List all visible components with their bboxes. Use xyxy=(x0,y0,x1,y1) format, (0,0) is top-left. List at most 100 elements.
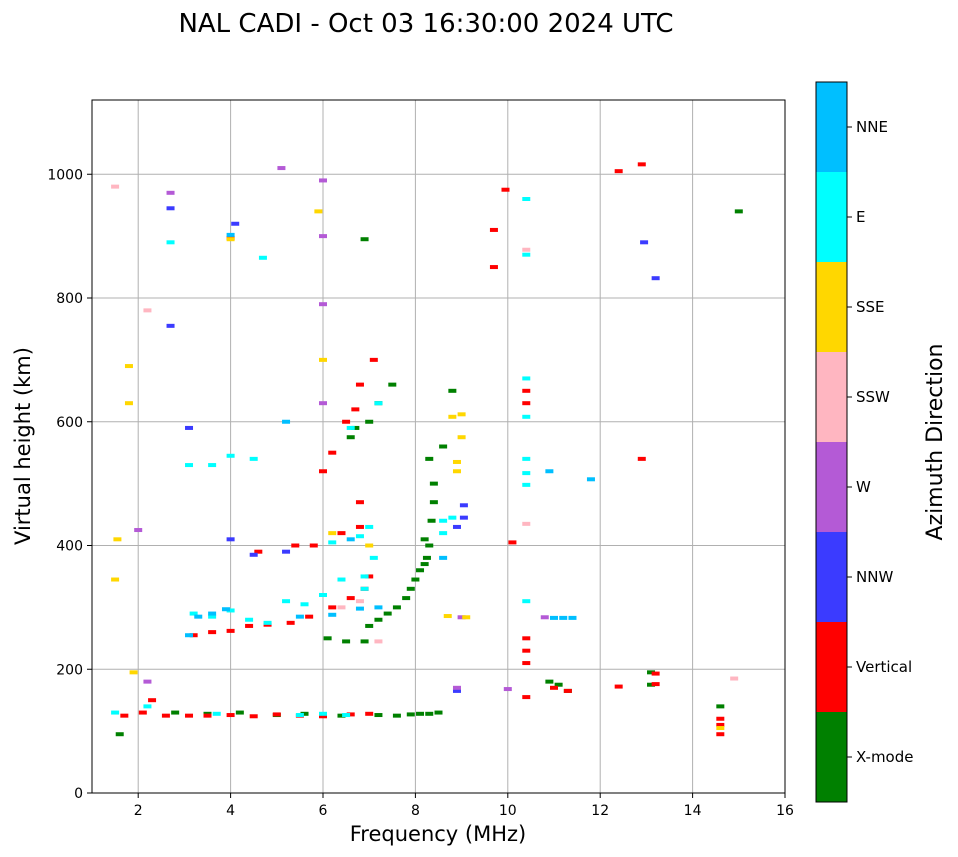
data-point-x-mode xyxy=(716,704,725,709)
data-point-nnw xyxy=(452,688,461,693)
data-point-vertical xyxy=(637,162,646,167)
data-point-vertical xyxy=(346,596,355,601)
data-point-vertical xyxy=(305,614,314,619)
data-point-vertical xyxy=(291,543,300,548)
data-point-x-mode xyxy=(337,713,346,718)
data-point-e xyxy=(522,414,531,419)
data-point-e xyxy=(337,577,346,582)
data-point-vertical xyxy=(522,648,531,653)
data-point-x-mode xyxy=(374,617,383,622)
data-point-x-mode xyxy=(448,388,457,393)
data-point-vertical xyxy=(614,169,623,174)
data-point-ssw xyxy=(143,308,152,313)
y-axis-title: Virtual height (km) xyxy=(11,347,35,545)
data-point-e xyxy=(185,463,194,468)
data-point-vertical xyxy=(226,713,235,718)
x-tick-label: 8 xyxy=(411,803,420,819)
data-point-x-mode xyxy=(425,711,434,716)
data-point-x-mode xyxy=(427,518,436,523)
data-point-vertical xyxy=(716,722,725,727)
data-point-vertical xyxy=(522,401,531,406)
data-point-x-mode xyxy=(647,670,656,675)
data-point-vertical xyxy=(138,710,147,715)
data-point-sse xyxy=(319,357,327,362)
data-point-vertical xyxy=(489,265,498,270)
data-point-sse xyxy=(452,469,461,474)
colorbar-segment xyxy=(816,712,847,802)
y-tick-label: 1000 xyxy=(47,167,83,183)
data-point-e xyxy=(258,255,267,260)
data-point-sse xyxy=(113,537,122,542)
y-axis-ticks: 0 200 400 600 800 1000 xyxy=(47,167,92,802)
data-point-w xyxy=(452,685,461,690)
data-point-e xyxy=(439,518,448,523)
data-point-x-mode xyxy=(235,710,244,715)
data-point-sse xyxy=(111,577,120,582)
data-point-nne xyxy=(586,477,595,482)
data-point-w xyxy=(319,234,327,239)
data-point-nne xyxy=(185,633,194,638)
data-point-nnw xyxy=(231,221,240,226)
data-point-vertical xyxy=(328,605,337,610)
data-point-x-mode xyxy=(365,419,374,424)
data-point-x-mode xyxy=(429,481,438,486)
data-point-nnw xyxy=(459,515,468,520)
data-point-e xyxy=(226,453,235,458)
data-point-w xyxy=(143,679,152,684)
data-point-vertical xyxy=(319,714,327,719)
data-point-ssw xyxy=(730,676,739,681)
colorbar-label: W xyxy=(856,478,871,496)
data-point-vertical xyxy=(286,620,295,625)
data-point-sse xyxy=(365,543,374,548)
data-point-vertical xyxy=(716,732,725,737)
data-point-x-mode xyxy=(554,682,563,687)
data-point-vertical xyxy=(355,382,364,387)
data-point-sse xyxy=(124,364,133,369)
x-axis-ticks: 2 4 6 8 10 12 14 16 xyxy=(134,793,794,819)
data-point-vertical xyxy=(342,419,351,424)
data-point-nne xyxy=(355,606,364,611)
data-point-x-mode xyxy=(734,209,743,214)
data-point-w xyxy=(503,687,512,692)
data-point-vertical xyxy=(328,450,337,455)
data-point-nne xyxy=(545,469,554,474)
data-point-vertical xyxy=(614,684,623,689)
data-point-vertical xyxy=(365,574,374,579)
data-point-nne xyxy=(439,555,448,560)
colorbar-label: NNE xyxy=(856,118,888,136)
data-point-w xyxy=(319,302,327,307)
data-point-sse xyxy=(328,531,337,536)
data-point-e xyxy=(448,515,457,520)
chart-title: NAL CADI - Oct 03 16:30:00 2024 UTC xyxy=(178,9,673,39)
colorbar-segment xyxy=(816,442,847,532)
colorbar-label: SSW xyxy=(856,388,890,406)
colorbar-segment xyxy=(816,352,847,442)
data-point-nnw xyxy=(640,240,649,245)
data-point-e xyxy=(522,252,531,257)
data-point-nne xyxy=(282,419,291,424)
data-point-ssw xyxy=(337,605,346,610)
data-point-e xyxy=(369,555,378,560)
data-point-nnw xyxy=(651,276,660,281)
data-point-x-mode xyxy=(115,732,124,737)
x-tick-label: 6 xyxy=(319,803,328,819)
data-point-nnw xyxy=(185,425,194,430)
colorbar-label: NNW xyxy=(856,568,893,586)
data-point-nne xyxy=(295,614,304,619)
x-tick-label: 12 xyxy=(591,803,609,819)
data-point-vertical xyxy=(365,711,374,716)
y-tick-label: 200 xyxy=(56,662,83,678)
data-point-vertical xyxy=(189,633,198,638)
data-point-e xyxy=(374,401,383,406)
data-point-vertical xyxy=(346,712,355,717)
data-point-nne xyxy=(328,612,337,617)
data-point-vertical xyxy=(637,456,646,461)
data-point-e xyxy=(143,704,152,709)
data-point-nnw xyxy=(226,537,235,542)
data-point-x-mode xyxy=(647,682,656,687)
data-point-vertical xyxy=(272,712,281,717)
data-point-e xyxy=(282,599,291,604)
data-point-x-mode xyxy=(300,711,309,716)
colorbar-label: SSE xyxy=(856,298,885,316)
